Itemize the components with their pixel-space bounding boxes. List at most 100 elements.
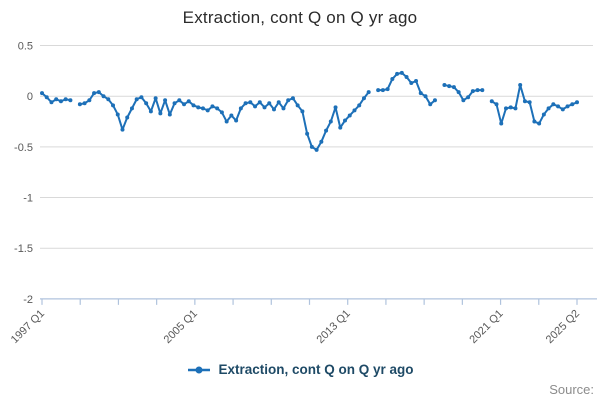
data-point-marker[interactable]	[390, 76, 395, 81]
data-point-marker[interactable]	[556, 104, 561, 109]
data-point-marker[interactable]	[565, 104, 570, 109]
data-point-marker[interactable]	[428, 102, 433, 107]
data-point-marker[interactable]	[451, 85, 456, 90]
data-point-marker[interactable]	[432, 98, 437, 103]
data-point-marker[interactable]	[229, 113, 234, 118]
data-point-marker[interactable]	[447, 84, 452, 89]
data-point-marker[interactable]	[44, 95, 49, 100]
data-point-marker[interactable]	[475, 88, 480, 93]
series-line-segment[interactable]	[490, 84, 578, 125]
data-point-marker[interactable]	[333, 105, 338, 110]
data-point-marker[interactable]	[338, 125, 343, 130]
data-point-marker[interactable]	[40, 91, 44, 96]
data-point-marker[interactable]	[456, 90, 461, 95]
data-point-marker[interactable]	[191, 103, 196, 108]
data-point-marker[interactable]	[49, 100, 54, 105]
data-point-marker[interactable]	[290, 96, 295, 101]
data-point-marker[interactable]	[352, 108, 357, 113]
data-point-marker[interactable]	[267, 101, 272, 106]
data-point-marker[interactable]	[77, 102, 82, 107]
data-point-marker[interactable]	[570, 102, 575, 107]
data-point-marker[interactable]	[276, 100, 281, 105]
data-point-marker[interactable]	[82, 101, 87, 106]
data-point-marker[interactable]	[271, 107, 276, 112]
data-point-marker[interactable]	[513, 106, 518, 111]
data-point-marker[interactable]	[385, 87, 390, 92]
data-point-marker[interactable]	[537, 121, 542, 126]
data-point-marker[interactable]	[347, 113, 352, 118]
data-point-marker[interactable]	[314, 147, 319, 152]
data-point-marker[interactable]	[357, 103, 362, 108]
data-point-marker[interactable]	[442, 83, 447, 88]
data-point-marker[interactable]	[172, 101, 177, 106]
data-point-marker[interactable]	[196, 105, 201, 110]
data-point-marker[interactable]	[527, 100, 532, 105]
data-point-marker[interactable]	[139, 95, 144, 100]
data-point-marker[interactable]	[182, 102, 187, 107]
data-point-marker[interactable]	[200, 106, 205, 111]
data-point-marker[interactable]	[480, 88, 485, 93]
data-point-marker[interactable]	[466, 95, 471, 100]
data-point-marker[interactable]	[253, 104, 258, 109]
data-point-marker[interactable]	[125, 115, 130, 120]
data-point-marker[interactable]	[101, 94, 106, 99]
data-point-marker[interactable]	[328, 119, 333, 124]
data-point-marker[interactable]	[215, 106, 220, 111]
legend[interactable]: Extraction, cont Q on Q yr ago	[0, 362, 600, 377]
data-point-marker[interactable]	[92, 91, 97, 96]
data-point-marker[interactable]	[319, 139, 324, 144]
data-point-marker[interactable]	[219, 110, 224, 115]
data-point-marker[interactable]	[163, 98, 168, 103]
data-point-marker[interactable]	[281, 106, 286, 111]
data-point-marker[interactable]	[546, 106, 551, 111]
data-point-marker[interactable]	[461, 98, 466, 103]
data-point-marker[interactable]	[96, 90, 101, 95]
data-point-marker[interactable]	[106, 97, 111, 102]
data-point-marker[interactable]	[295, 103, 300, 108]
data-point-marker[interactable]	[54, 97, 59, 102]
data-point-marker[interactable]	[257, 100, 262, 105]
data-point-marker[interactable]	[489, 99, 494, 104]
series-line-segment[interactable]	[78, 91, 370, 151]
data-point-marker[interactable]	[286, 98, 291, 103]
data-point-marker[interactable]	[470, 89, 475, 94]
data-point-marker[interactable]	[560, 107, 565, 112]
data-point-marker[interactable]	[300, 109, 305, 114]
data-point-marker[interactable]	[224, 119, 229, 124]
data-point-marker[interactable]	[361, 96, 366, 101]
data-point-marker[interactable]	[376, 88, 381, 93]
data-point-marker[interactable]	[205, 108, 210, 113]
data-point-marker[interactable]	[158, 111, 163, 116]
data-point-marker[interactable]	[153, 96, 158, 101]
data-point-marker[interactable]	[129, 106, 134, 111]
data-point-marker[interactable]	[508, 105, 513, 110]
data-point-marker[interactable]	[248, 100, 253, 105]
data-point-marker[interactable]	[395, 71, 400, 76]
data-point-marker[interactable]	[63, 97, 68, 102]
data-point-marker[interactable]	[532, 119, 537, 124]
data-point-marker[interactable]	[522, 99, 527, 104]
data-point-marker[interactable]	[58, 99, 63, 104]
data-point-marker[interactable]	[144, 101, 149, 106]
data-point-marker[interactable]	[115, 112, 120, 117]
data-point-marker[interactable]	[210, 104, 215, 109]
data-point-marker[interactable]	[234, 118, 239, 123]
data-point-marker[interactable]	[111, 103, 116, 108]
data-point-marker[interactable]	[541, 112, 546, 117]
data-point-marker[interactable]	[120, 127, 125, 132]
data-point-marker[interactable]	[409, 81, 414, 86]
data-point-marker[interactable]	[262, 105, 267, 110]
data-point-marker[interactable]	[551, 102, 556, 107]
data-point-marker[interactable]	[148, 109, 153, 114]
data-point-marker[interactable]	[87, 98, 92, 103]
data-point-marker[interactable]	[343, 118, 348, 123]
data-point-marker[interactable]	[305, 131, 310, 136]
data-point-marker[interactable]	[423, 94, 428, 99]
data-point-marker[interactable]	[167, 112, 172, 117]
data-point-marker[interactable]	[499, 121, 504, 126]
data-point-marker[interactable]	[177, 98, 182, 103]
data-point-marker[interactable]	[186, 99, 191, 104]
data-point-marker[interactable]	[68, 98, 73, 103]
data-point-marker[interactable]	[503, 106, 508, 111]
data-point-marker[interactable]	[134, 97, 139, 102]
